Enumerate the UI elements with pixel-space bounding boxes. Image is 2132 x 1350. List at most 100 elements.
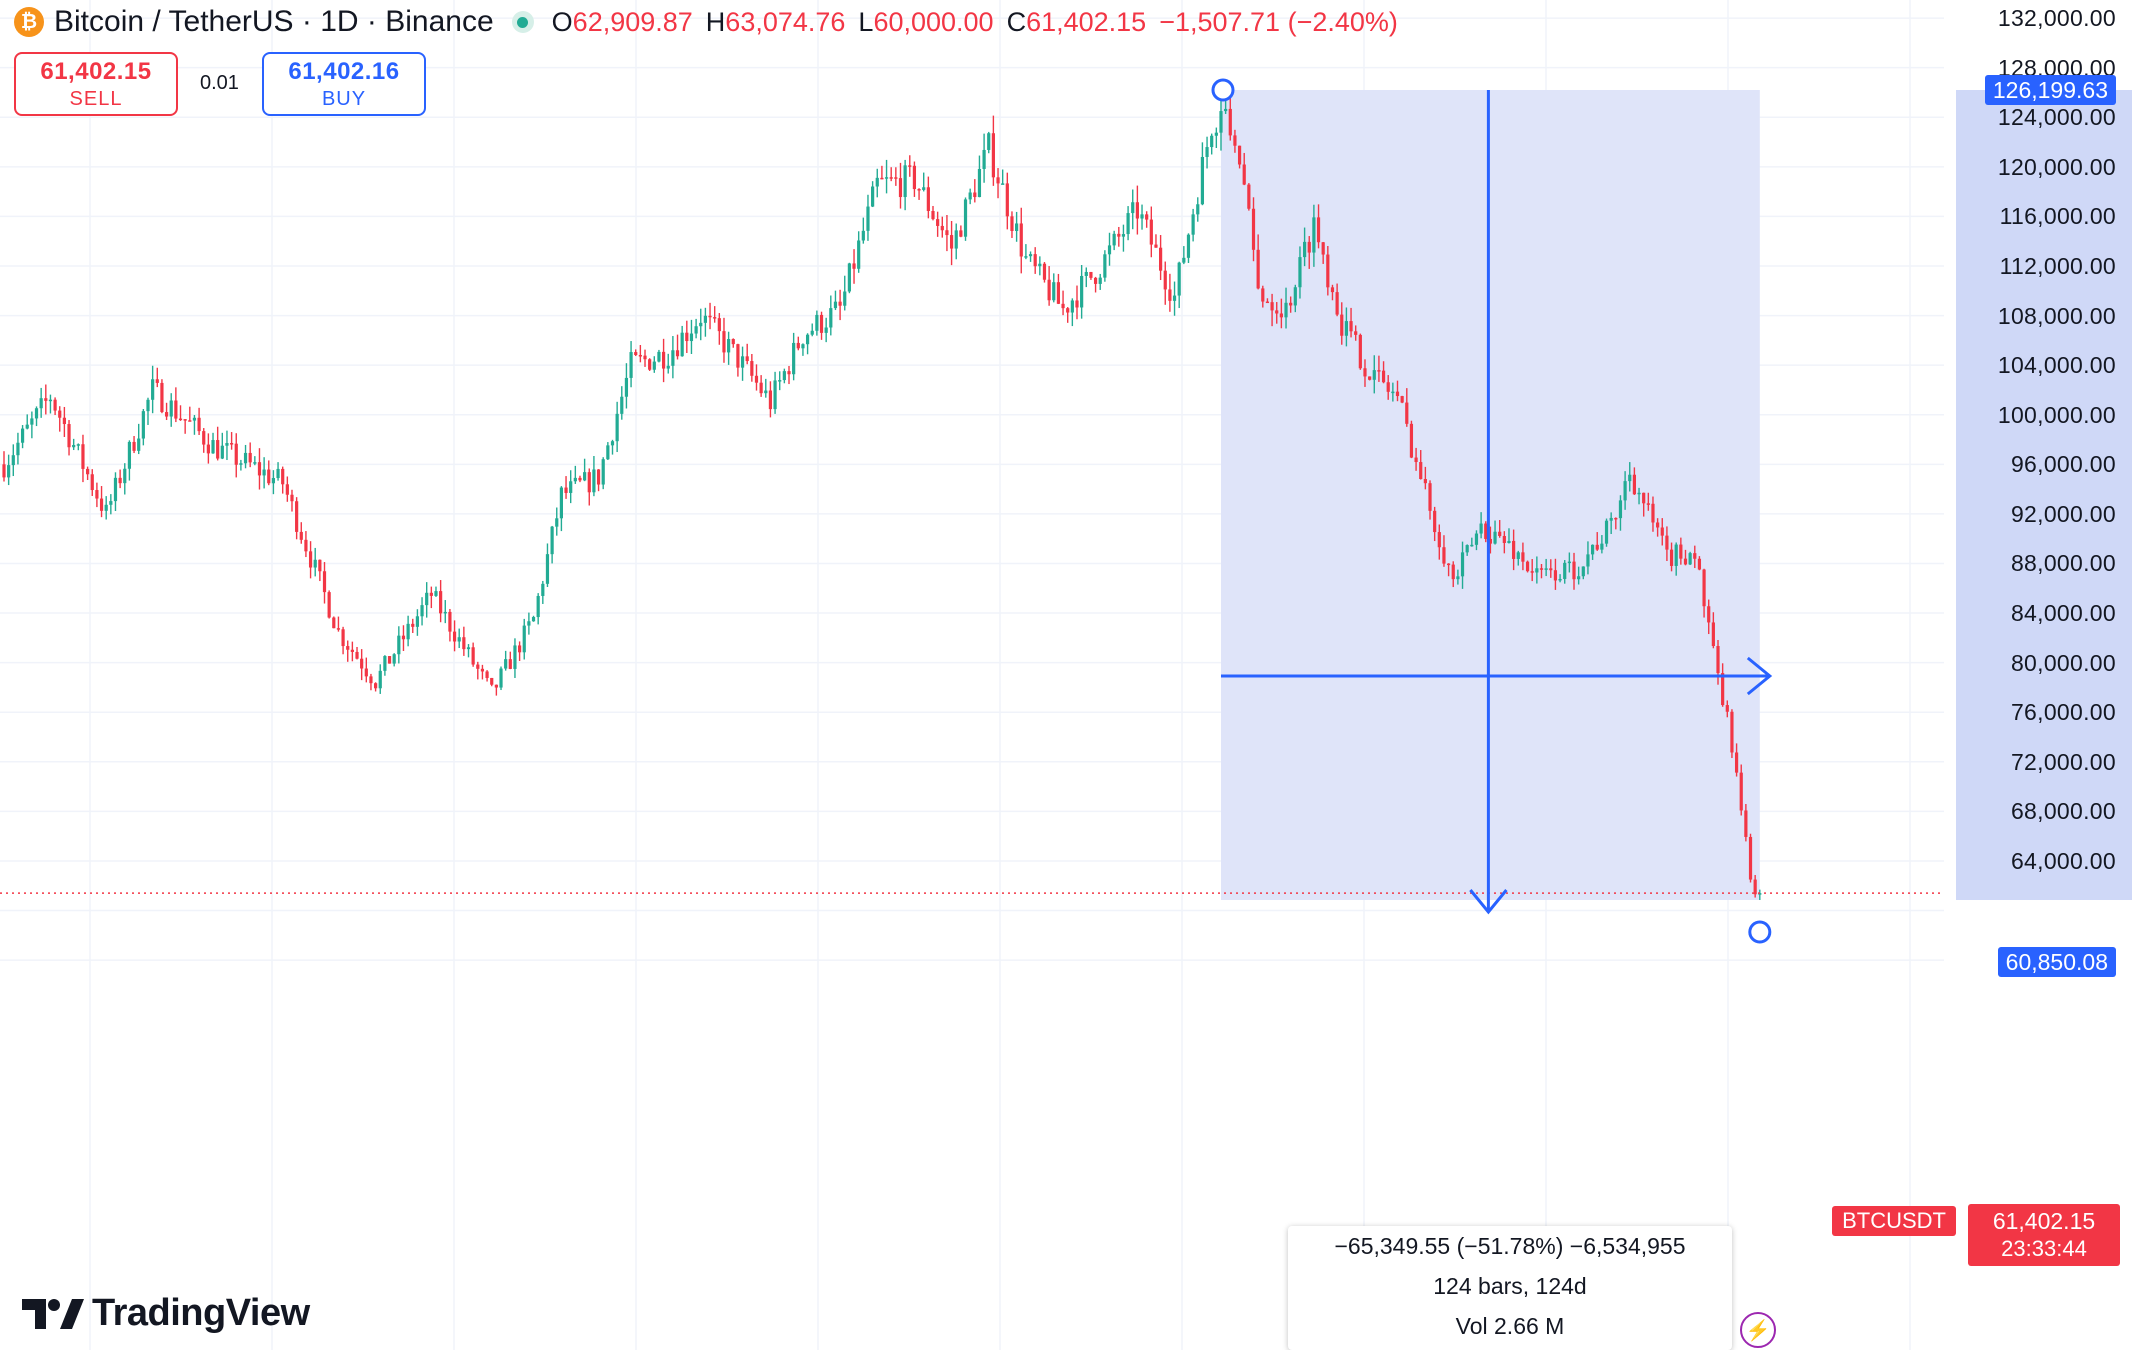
candle-down [1056, 273, 1061, 305]
candle-body [1604, 520, 1609, 544]
lightning-icon[interactable]: ⚡ [1740, 1312, 1776, 1348]
candle-body [1135, 202, 1139, 219]
candle-up [1688, 551, 1692, 566]
price-axis-label: 132,000.00 [1997, 5, 2116, 32]
candle-up [383, 655, 387, 676]
candle-body [336, 628, 341, 630]
candle-up [1015, 211, 1019, 242]
candle-body [615, 413, 619, 442]
candle-body [1163, 270, 1167, 290]
price-axis-label: 116,000.00 [1999, 203, 2116, 230]
candle-body [1563, 562, 1567, 579]
candle-body [39, 398, 43, 409]
candle-down [1721, 663, 1725, 707]
candle-body [1159, 247, 1163, 271]
candle-body [1335, 292, 1339, 315]
candle-body [1405, 402, 1409, 424]
candle-body [295, 501, 299, 532]
candle-body [397, 635, 401, 655]
candle-body [1210, 135, 1214, 148]
symbol-title[interactable]: Bitcoin / TetherUS · 1D · Binance [54, 5, 494, 38]
candle-down [1451, 561, 1455, 588]
candle-down [1349, 307, 1353, 338]
measure-tool[interactable] [1211, 78, 1773, 944]
candle-up [192, 415, 197, 435]
candle-down [889, 167, 893, 182]
candle-up [243, 444, 248, 469]
candle-down [1159, 235, 1163, 281]
candle-body [1456, 576, 1460, 580]
candle-up [773, 371, 777, 414]
measure-start-handle[interactable] [1211, 78, 1235, 102]
candle-up [1191, 208, 1195, 242]
candle-body [457, 637, 461, 642]
measure-range-area[interactable] [1220, 90, 1760, 900]
candle-up [151, 365, 155, 414]
candle-body [34, 408, 39, 419]
candle-body [680, 332, 684, 357]
candle-body [1233, 135, 1237, 146]
candle-body [197, 417, 201, 432]
candle-body [1586, 554, 1590, 567]
candle-body [369, 676, 373, 684]
candle-down [1651, 496, 1655, 532]
candle-body [1098, 277, 1102, 284]
candle-body [740, 356, 745, 368]
candle-body [308, 551, 313, 568]
candle-up [810, 323, 814, 337]
buy-button[interactable]: 61,402.16 BUY [262, 52, 426, 116]
candle-body [908, 165, 912, 167]
candle-down [1572, 552, 1576, 590]
tradingview-logo[interactable]: TradingView [22, 1292, 310, 1335]
candle-body [931, 210, 935, 220]
candle-down [1363, 359, 1367, 387]
price-axis-measure-range [1956, 90, 2132, 900]
candle-body [569, 481, 573, 493]
candle-up [680, 325, 684, 357]
candle-body [1437, 532, 1441, 548]
candle-up [545, 543, 550, 587]
candle-up [48, 394, 53, 414]
candle-body [299, 531, 303, 540]
candle-body [1414, 457, 1418, 463]
candle-up [801, 343, 805, 356]
candle-body [963, 199, 968, 237]
candle-up [1112, 230, 1116, 251]
candle-down [1521, 542, 1525, 571]
candle-body [1321, 242, 1325, 255]
candle-body [1674, 544, 1678, 566]
candle-body [1182, 257, 1186, 263]
candle-up [1674, 542, 1678, 576]
candle-body [648, 359, 652, 370]
candle-down [508, 651, 512, 670]
candle-body [638, 355, 642, 357]
candle-body [1734, 752, 1739, 773]
candle-up [857, 231, 861, 273]
buy-label: BUY [321, 87, 367, 110]
candle-body [1214, 132, 1218, 136]
candle-body [1368, 376, 1372, 380]
candle-body [1395, 391, 1400, 397]
candle-up [903, 159, 907, 211]
bitcoin-icon[interactable]: ₿ [14, 7, 44, 37]
candle-up [666, 353, 670, 374]
candle-down [322, 562, 327, 604]
candle-body [439, 591, 443, 614]
candle-body [1460, 552, 1465, 577]
candle-up [1196, 197, 1200, 222]
candle-body [1488, 538, 1492, 544]
sell-button[interactable]: 61,402.15 SELL [14, 52, 178, 116]
candle-body [1131, 202, 1135, 214]
candle-body [657, 351, 661, 362]
measure-end-handle[interactable] [1748, 920, 1772, 944]
candle-body [1428, 483, 1432, 511]
candle-down [643, 349, 647, 367]
candle-body [267, 469, 271, 484]
candle-up [620, 386, 624, 420]
candle-down [1433, 506, 1437, 542]
market-open-status-icon[interactable] [511, 11, 534, 33]
candle-body [573, 477, 577, 482]
candle-body [141, 411, 145, 439]
candle-body [703, 315, 707, 323]
